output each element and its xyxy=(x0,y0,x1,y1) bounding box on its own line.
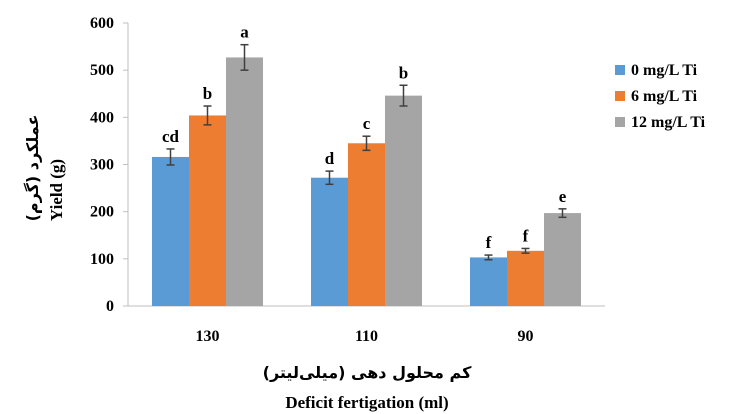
legend-label: 12 mg/L Ti xyxy=(631,114,706,131)
x-axis-title-fa: کم محلول دهی (میلی‌لیتر) xyxy=(263,363,472,382)
bar xyxy=(507,250,544,306)
significance-label: b xyxy=(203,84,212,103)
x-tick-label: 130 xyxy=(196,328,220,345)
bar xyxy=(152,156,189,306)
x-tick-label: 110 xyxy=(355,328,378,345)
y-tick-label: 100 xyxy=(90,251,114,268)
bar xyxy=(189,115,226,307)
legend-swatch xyxy=(615,65,625,75)
bar xyxy=(470,257,507,306)
bar xyxy=(348,143,385,306)
legend-label: 6 mg/L Ti xyxy=(631,88,698,105)
significance-label: c xyxy=(363,114,371,133)
significance-label: e xyxy=(559,187,567,206)
significance-label: f xyxy=(523,226,529,245)
y-tick-label: 600 xyxy=(90,15,114,32)
y-tick-label: 0 xyxy=(106,298,114,315)
bar xyxy=(226,57,263,306)
y-tick-label: 200 xyxy=(90,204,114,221)
y-tick-label: 400 xyxy=(90,109,114,126)
significance-label: a xyxy=(240,23,249,42)
significance-label: cd xyxy=(162,127,180,146)
legend-swatch xyxy=(615,91,625,101)
bar xyxy=(544,213,581,306)
legend-swatch xyxy=(615,117,625,127)
bar xyxy=(311,177,348,306)
x-tick-label: 90 xyxy=(518,328,534,345)
y-tick-label: 500 xyxy=(90,62,114,79)
x-axis-title: Deficit fertigation (ml) xyxy=(285,393,448,412)
y-axis-title: Yield (g) xyxy=(47,159,66,221)
bar xyxy=(385,95,422,307)
legend: 0 mg/L Ti 6 mg/L Ti 12 mg/L Ti xyxy=(615,62,706,131)
y-tick-label: 300 xyxy=(90,157,114,174)
significance-label: f xyxy=(486,233,492,252)
plot-area: 0 100 200 300 400 500 600 cd b a 130 d c b 110 f f e 90 xyxy=(90,15,605,345)
significance-label: b xyxy=(399,63,408,82)
significance-label: d xyxy=(325,149,335,168)
legend-label: 0 mg/L Ti xyxy=(631,62,698,79)
y-axis-title-fa: عملکرد (گرم) xyxy=(23,115,42,222)
